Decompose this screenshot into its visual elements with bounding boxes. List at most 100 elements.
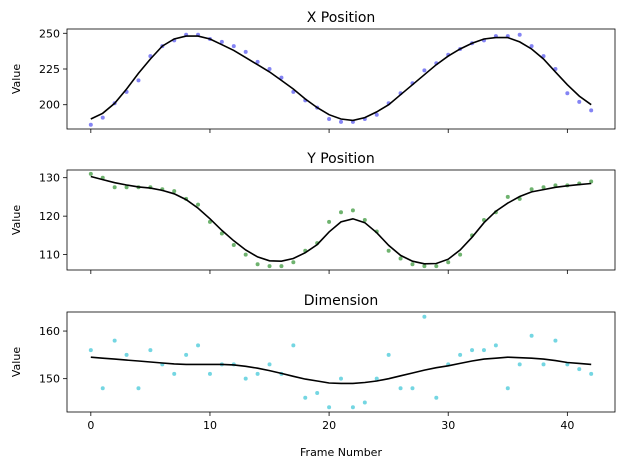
dimension-data-point [267,362,272,367]
dimension-data-point [470,348,475,353]
dimension-data-point [589,371,594,376]
y-position-y-tick-label: 110 [39,249,60,262]
x-position-data-point [529,44,534,49]
y-position-data-point [207,219,212,224]
y-position-data-point [529,187,534,192]
dimension-data-point [291,343,296,348]
dimension-x-tick-label: 10 [203,419,217,432]
y-position-data-point [291,260,296,265]
dimension-data-point [315,390,320,395]
y-position-data-point [410,262,415,267]
dimension-data-point [434,395,439,400]
dimension-data-point [517,362,522,367]
y-position-data-point [267,264,272,269]
y-position-data-point [446,260,451,265]
y-position-data-point [350,208,355,213]
y-position-data-point [386,248,391,253]
y-position-data-point [124,185,129,190]
x-axis-label: Frame Number [300,446,382,459]
y-position-data-point [434,264,439,269]
x-position-data-point [577,99,582,104]
dimension-y-tick-label: 150 [39,373,60,386]
x-position-title: X Position [307,10,376,26]
x-position-data-point [255,59,260,64]
y-position-data-point [88,171,93,176]
dimension-data-point [529,333,534,338]
x-position-data-point [565,91,570,96]
dimension-data-point [541,362,546,367]
x-position-data-point [339,119,343,124]
dimension-data-point [88,348,93,353]
y-position-data-point [505,194,510,199]
dimension-axes-frame [66,311,616,413]
dimension-data-point [255,371,260,376]
dimension-x-tick-label: 30 [441,419,455,432]
dimension-data-point [422,314,427,319]
dimension-x-tick-label: 0 [87,419,94,432]
y-position-data-point [398,256,403,261]
x-position-data-point [374,112,379,117]
y-position-data-point [112,185,117,190]
dimension-x-tick-label: 20 [322,419,336,432]
dimension-x-tick-label: 40 [560,419,574,432]
dimension-data-point [565,362,570,367]
dimension-data-point [374,376,379,381]
y-position-data-point [422,264,427,269]
dimension-data-point [362,400,367,405]
dimension-data-point [303,395,308,400]
x-position-y-tick-label: 225 [39,63,60,76]
x-position-data-point [231,44,236,49]
dimension-data-point [136,386,141,391]
dimension-data-point [577,367,582,372]
dimension-y-tick-label: 160 [39,325,60,338]
dimension-data-point [398,386,403,391]
y-position-axes-frame [66,169,616,271]
x-position-data-point [422,68,427,73]
x-position-data-point [267,67,272,71]
y-position-data-point [362,218,367,222]
y-position-data-point [541,185,546,190]
y-position-y-tick-label: 130 [39,172,60,185]
x-position-axes-frame [66,28,616,130]
x-position-smoothed-line [90,35,592,122]
dimension-data-point [553,338,558,343]
y-position-y-tick-label: 120 [39,210,60,223]
y-position-data-point [243,252,248,257]
dimension-data-point [327,405,332,410]
dimension-data-point [112,338,117,343]
x-position-data-point [243,49,248,54]
y-position-data-point [219,231,224,236]
dimension-data-point [243,376,248,381]
x-position-y-tick-label: 200 [39,99,60,112]
x-position-data-point [88,122,93,127]
dimension-data-point [124,352,129,357]
y-position-data-point [196,202,201,207]
x-position-data-point [589,108,594,113]
dimension-smoothed-line [90,356,592,385]
x-position-data-point [327,117,332,121]
x-position-panel: X Position Value 200 225 250 [10,10,616,133]
x-position-data-point [517,32,522,37]
dimension-data-point [493,343,498,348]
y-position-data-point [589,179,594,184]
dimension-data-point [172,371,177,376]
x-position-data-point [100,115,105,120]
y-position-y-axis-label: Value [10,205,23,235]
dimension-data-point [386,352,391,357]
dimension-panel: Dimension Value 150 160 0 10 20 30 40 [10,293,616,432]
dimension-data-point [196,343,201,348]
x-position-data-point [136,78,141,83]
y-position-data-point [279,264,284,269]
y-position-data-point [327,219,332,224]
y-position-data-point [458,252,463,257]
x-position-y-tick-label: 250 [39,27,60,40]
dimension-y-axis-label: Value [10,347,23,377]
dimension-data-point [481,348,486,353]
dimension-data-point [207,371,212,376]
x-position-data-point [279,75,284,80]
y-position-data-point [255,262,260,267]
y-position-data-point [231,243,236,247]
dimension-data-point [505,386,510,391]
dimension-data-point [184,352,189,357]
